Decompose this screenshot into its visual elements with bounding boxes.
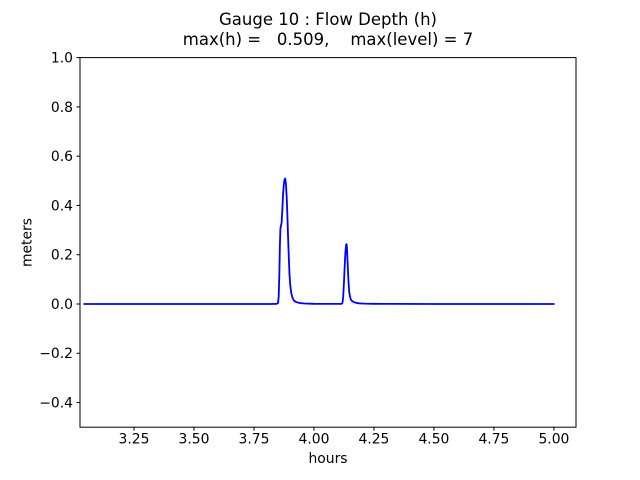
flow-depth-line bbox=[83, 177, 555, 305]
x-axis-label: hours bbox=[308, 451, 348, 467]
x-tick-label: 4.50 bbox=[418, 432, 449, 448]
axes-spines bbox=[79, 57, 577, 428]
x-tick-label: 3.75 bbox=[239, 432, 270, 448]
y-tick-label: −0.2 bbox=[39, 346, 73, 362]
y-tick-label: 0.4 bbox=[51, 198, 73, 214]
chart-title-block: Gauge 10 : Flow Depth (h) max(h) = 0.509… bbox=[80, 10, 576, 49]
y-tick-label: 0.8 bbox=[51, 100, 73, 116]
y-tick-label: −0.4 bbox=[39, 395, 73, 411]
x-tick-label: 4.25 bbox=[358, 432, 389, 448]
chart-subtitle: max(h) = 0.509, max(level) = 7 bbox=[182, 29, 474, 49]
y-tick-label: 0.6 bbox=[51, 149, 73, 165]
chart-title: Gauge 10 : Flow Depth (h) bbox=[218, 10, 437, 29]
x-tick-label: 5.00 bbox=[538, 432, 569, 448]
y-tick-label: 0.2 bbox=[51, 248, 73, 264]
y-tick-label: 0.0 bbox=[51, 297, 73, 313]
x-tick-label: 3.50 bbox=[179, 432, 210, 448]
x-tick-label: 4.00 bbox=[298, 432, 329, 448]
x-tick-label: 4.75 bbox=[478, 432, 509, 448]
y-tick-label: 1.0 bbox=[51, 51, 73, 67]
x-tick-label: 3.25 bbox=[119, 432, 150, 448]
